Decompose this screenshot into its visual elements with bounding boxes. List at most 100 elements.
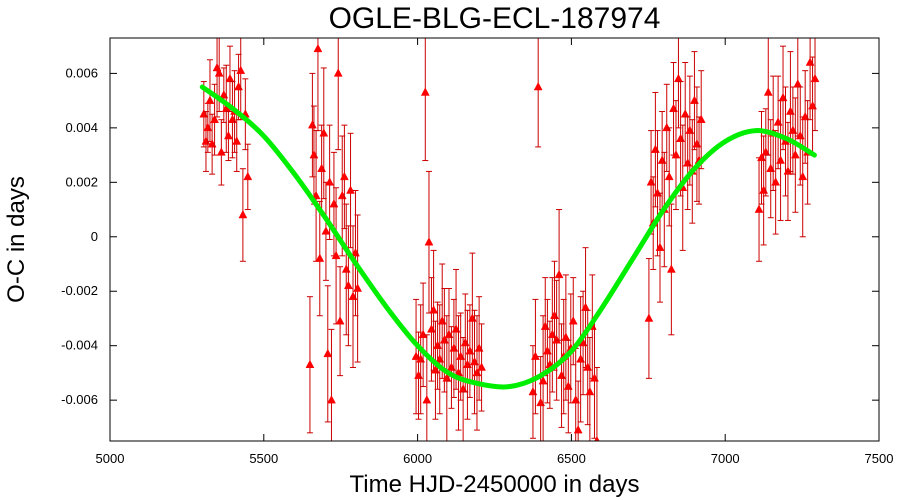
data-point-41 <box>346 132 355 249</box>
data-point-80 <box>540 277 550 377</box>
x-tick-label: 6000 <box>403 451 432 466</box>
data-point-35 <box>333 38 343 151</box>
triangle-marker <box>477 362 486 371</box>
data-point-104 <box>646 130 656 235</box>
data-point-39 <box>341 203 351 336</box>
y-tick-label: -0.002 <box>61 283 98 298</box>
data-layer <box>199 38 820 441</box>
triangle-marker <box>228 114 237 123</box>
triangle-marker <box>776 155 785 164</box>
data-point-32 <box>327 328 336 441</box>
triangle-marker <box>236 65 246 74</box>
data-point-23 <box>309 105 319 205</box>
triangle-marker <box>427 324 436 333</box>
triangle-marker <box>583 362 593 371</box>
triangle-marker <box>573 425 583 434</box>
data-point-28 <box>319 67 329 200</box>
data-point-99 <box>585 337 595 441</box>
data-point-33 <box>329 151 339 257</box>
triangle-marker <box>424 237 434 246</box>
triangle-marker <box>343 280 353 290</box>
triangle-marker <box>311 190 321 200</box>
triangle-marker <box>353 283 363 292</box>
data-point-126 <box>696 70 706 170</box>
x-axis-label: Time HJD-2450000 in days <box>350 471 640 498</box>
data-point-20 <box>243 143 253 211</box>
triangle-marker <box>550 310 559 319</box>
data-point-38 <box>339 124 349 230</box>
data-point-40 <box>343 225 353 347</box>
triangle-marker <box>657 155 667 164</box>
triangle-marker <box>315 253 325 262</box>
data-point-55 <box>433 301 443 390</box>
triangle-marker <box>696 114 706 123</box>
triangle-marker <box>420 87 430 96</box>
triangle-marker <box>341 264 351 273</box>
triangle-marker <box>232 136 242 145</box>
triangle-marker <box>674 73 683 83</box>
triangle-marker <box>234 81 243 91</box>
triangle-marker <box>216 147 226 156</box>
data-point-113 <box>666 203 676 336</box>
x-tick-label: 5000 <box>96 451 125 466</box>
triangle-marker <box>646 177 656 186</box>
triangle-marker <box>205 95 215 104</box>
y-axis-label: O-C in days <box>3 176 30 303</box>
y-tick-label: -0.006 <box>61 392 98 407</box>
data-point-30 <box>323 285 333 423</box>
triangle-marker <box>327 395 336 404</box>
triangle-marker <box>790 150 800 159</box>
triangle-marker <box>554 269 564 279</box>
triangle-marker <box>243 171 253 181</box>
y-tick-label: -0.004 <box>61 338 98 353</box>
data-point-49 <box>420 38 430 162</box>
triangle-marker <box>561 332 571 341</box>
data-point-51 <box>424 170 434 314</box>
triangle-marker <box>422 395 432 404</box>
data-point-74 <box>477 323 486 412</box>
triangle-marker <box>680 109 690 118</box>
triangle-marker <box>210 114 220 123</box>
triangle-marker <box>337 190 347 200</box>
data-point-77 <box>533 38 543 148</box>
fit-curve <box>199 84 817 390</box>
data-point-25 <box>313 38 323 132</box>
data-point-36 <box>335 266 345 377</box>
triangle-marker <box>305 359 315 369</box>
y-tick-label: 0.004 <box>65 120 98 135</box>
x-tick-label: 6500 <box>557 451 586 466</box>
y-tick-label: 0.006 <box>65 65 98 80</box>
data-point-48 <box>418 282 428 388</box>
triangle-marker <box>433 340 443 349</box>
triangle-marker <box>418 329 428 339</box>
triangle-marker <box>339 171 349 181</box>
triangle-marker <box>321 226 331 235</box>
triangle-marker <box>238 209 248 219</box>
triangle-marker <box>307 120 317 129</box>
triangle-marker <box>309 150 319 159</box>
x-tick-label: 5500 <box>249 451 278 466</box>
triangle-marker <box>331 250 341 260</box>
triangle-marker <box>199 109 209 118</box>
triangle-marker <box>203 122 213 132</box>
triangle-marker <box>333 68 343 77</box>
data-point-102 <box>593 366 600 441</box>
data-point-18 <box>238 168 248 262</box>
data-point-11 <box>224 111 233 162</box>
triangle-marker <box>325 177 335 186</box>
chart-title: OGLE-BLG-ECL-187974 <box>329 2 661 35</box>
triangle-marker <box>759 185 769 194</box>
triangle-marker <box>763 87 773 96</box>
triangle-marker <box>323 348 333 358</box>
triangle-marker <box>317 163 327 172</box>
triangle-marker <box>810 73 820 83</box>
triangle-marker <box>540 321 550 330</box>
y-tick-label: 0 <box>91 229 98 244</box>
triangle-marker <box>329 199 339 208</box>
triangle-marker <box>676 133 686 142</box>
data-point-44 <box>353 214 363 363</box>
triangle-marker <box>530 351 540 360</box>
triangle-marker <box>644 313 654 322</box>
triangle-marker <box>201 136 211 145</box>
